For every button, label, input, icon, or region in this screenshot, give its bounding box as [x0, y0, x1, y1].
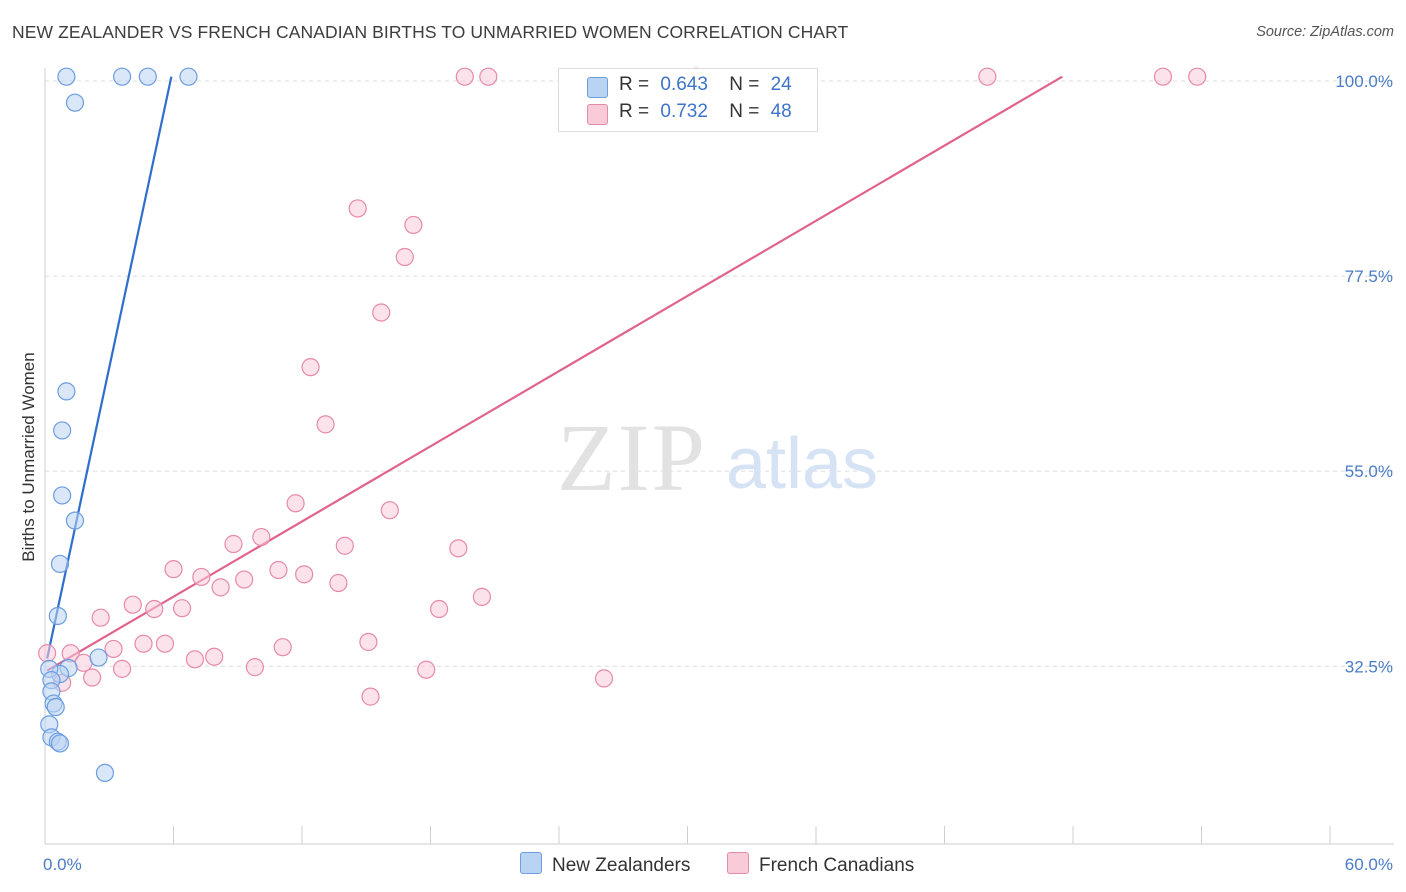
point-french-canadian: [472, 587, 491, 606]
point-french-canadian: [83, 668, 102, 687]
point-new-zealander: [48, 606, 67, 626]
point-french-canadian: [361, 687, 380, 706]
point-french-canadian: [455, 67, 474, 86]
legend-r-label: R =: [619, 74, 650, 95]
watermark-zip: ZIP: [557, 404, 707, 511]
point-french-canadian: [372, 303, 391, 322]
point-french-canadian: [404, 215, 423, 235]
legend-n-value: 24: [770, 74, 792, 95]
point-french-canadian: [417, 660, 436, 679]
point-new-zealander: [138, 67, 157, 86]
point-french-canadian: [429, 599, 449, 619]
point-french-canadian: [145, 599, 164, 619]
point-french-canadian: [192, 567, 211, 587]
legend-r-value: 0.732: [660, 101, 708, 122]
point-new-zealander: [53, 486, 72, 505]
point-french-canadian: [224, 534, 243, 554]
point-french-canadian: [380, 501, 399, 520]
point-french-canadian: [155, 634, 175, 653]
point-french-canadian: [185, 650, 205, 669]
point-new-zealander: [89, 648, 108, 667]
point-new-zealander: [65, 93, 85, 112]
x-tick-label: 60.0%: [1345, 855, 1393, 874]
point-french-canadian: [359, 632, 378, 652]
point-french-canadian: [594, 669, 614, 688]
watermark: ZIP atlas: [557, 404, 878, 511]
point-new-zealander: [95, 763, 115, 783]
legend-n-label: N =: [729, 101, 760, 122]
point-new-zealander: [179, 67, 198, 86]
point-french-canadian: [91, 608, 110, 627]
point-french-canadian: [269, 560, 288, 580]
y-tick-label: 32.5%: [1345, 657, 1393, 676]
point-new-zealander: [53, 421, 72, 440]
point-new-zealander: [112, 67, 132, 86]
point-french-canadian: [479, 67, 498, 86]
axes: [44, 68, 1394, 845]
point-french-canadian: [449, 539, 468, 558]
point-french-canadian: [205, 647, 224, 666]
bottom-legend-label: French Canadians: [759, 855, 915, 876]
point-french-canadian: [1153, 67, 1173, 86]
point-french-canadian: [38, 644, 57, 663]
point-french-canadian: [395, 247, 414, 267]
data-points: [38, 67, 1207, 783]
point-french-canadian: [286, 494, 305, 513]
point-french-canadian: [235, 570, 254, 589]
y-tick-label: 77.5%: [1345, 267, 1393, 286]
bottom-legend-new-zealanders: New Zealanders: [520, 852, 690, 877]
point-french-canadian: [978, 67, 997, 86]
point-french-canadian: [211, 578, 230, 597]
point-french-canadian: [335, 536, 354, 555]
point-french-canadian: [316, 415, 335, 434]
point-french-canadian: [112, 659, 132, 678]
point-french-canadian: [104, 639, 123, 659]
y-tick-label: 55.0%: [1345, 462, 1393, 481]
legend-swatch-pink: [587, 104, 608, 125]
point-new-zealander: [50, 554, 70, 574]
tick-labels: 32.5% 55.0% 77.5% 100.0% 0.0% 60.0%: [43, 72, 1393, 874]
point-new-zealander: [57, 67, 76, 86]
point-french-canadian: [1188, 67, 1207, 86]
point-french-canadian: [245, 658, 264, 677]
point-new-zealander: [65, 511, 85, 530]
bottom-legend-label: New Zealanders: [552, 855, 691, 876]
legend-r-value: 0.643: [660, 74, 708, 95]
point-new-zealander: [46, 697, 65, 717]
x-tick-label: 0.0%: [43, 855, 82, 874]
point-french-canadian: [301, 358, 320, 377]
legend-r-label: R =: [619, 101, 650, 122]
y-axis-label: Births to Unmarried Women: [19, 352, 38, 561]
point-french-canadian: [329, 573, 348, 593]
bottom-legend-swatch-blue: [520, 852, 542, 874]
point-french-canadian: [164, 560, 183, 579]
bottom-legend-french-canadians: French Canadians: [727, 852, 914, 877]
point-french-canadian: [252, 527, 271, 547]
bottom-legend-swatch-pink: [727, 852, 749, 874]
point-french-canadian: [295, 565, 314, 584]
legend-n-value: 48: [770, 101, 792, 122]
legend-n-label: N =: [729, 74, 760, 95]
point-new-zealander: [50, 734, 70, 753]
point-french-canadian: [273, 638, 292, 657]
source-label: Source: ZipAtlas.com: [1256, 24, 1394, 40]
point-french-canadian: [123, 595, 142, 614]
trend-line-french-canadians: [46, 75, 1063, 672]
point-new-zealander: [57, 382, 76, 401]
point-french-canadian: [134, 634, 153, 653]
y-tick-label: 100.0%: [1335, 72, 1393, 91]
legend-swatch-blue: [587, 77, 608, 98]
trend-line-new-zealanders: [46, 76, 173, 659]
watermark-atlas: atlas: [726, 424, 878, 504]
chart-title: NEW ZEALANDER VS FRENCH CANADIAN BIRTHS …: [12, 22, 849, 42]
point-french-canadian: [348, 199, 367, 218]
point-french-canadian: [172, 599, 192, 618]
correlation-legend: R = 0.643 N = 24 R = 0.732 N = 48: [558, 68, 818, 132]
